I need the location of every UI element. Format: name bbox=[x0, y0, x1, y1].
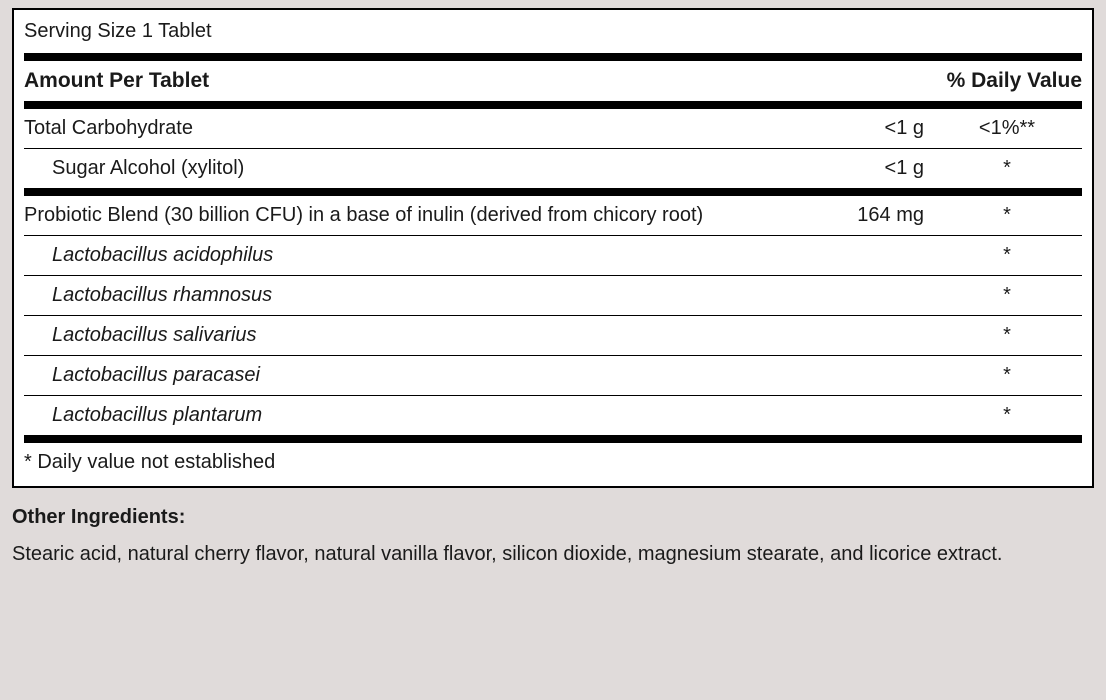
footnote: * Daily value not established bbox=[24, 443, 1082, 476]
serving-size: Serving Size 1 Tablet bbox=[24, 16, 1082, 53]
row-daily-value: * bbox=[932, 244, 1082, 267]
row-name: Lactobacillus plantarum bbox=[24, 404, 822, 427]
row-daily-value: * bbox=[932, 404, 1082, 427]
row-amount: <1 g bbox=[822, 117, 932, 140]
other-ingredients-text: Stearic acid, natural cherry flavor, nat… bbox=[12, 543, 1094, 566]
table-row: Sugar Alcohol (xylitol)<1 g* bbox=[24, 149, 1082, 188]
column-header-row: Amount Per Tablet % Daily Value bbox=[24, 61, 1082, 101]
row-daily-value: * bbox=[932, 284, 1082, 307]
other-ingredients: Other Ingredients: Stearic acid, natural… bbox=[12, 506, 1094, 566]
rule-thick bbox=[24, 435, 1082, 443]
row-name: Lactobacillus salivarius bbox=[24, 324, 822, 347]
table-row: Lactobacillus paracasei * bbox=[24, 356, 1082, 395]
nutrition-panel: Serving Size 1 Tablet Amount Per Tablet … bbox=[12, 8, 1094, 488]
rule-thick bbox=[24, 53, 1082, 61]
table-row: Lactobacillus rhamnosus * bbox=[24, 276, 1082, 315]
row-amount: 164 mg bbox=[822, 204, 932, 227]
row-name: Lactobacillus acidophilus bbox=[24, 244, 822, 267]
row-daily-value: * bbox=[932, 204, 1082, 227]
row-daily-value: <1%** bbox=[932, 117, 1082, 140]
row-name: Lactobacillus paracasei bbox=[24, 364, 822, 387]
table-row: Probiotic Blend (30 billion CFU) in a ba… bbox=[24, 196, 1082, 235]
row-amount: <1 g bbox=[822, 157, 932, 180]
header-daily-value: % Daily Value bbox=[932, 69, 1082, 93]
table-row: Lactobacillus plantarum * bbox=[24, 396, 1082, 435]
table-row: Total Carbohydrate<1 g<1%** bbox=[24, 109, 1082, 148]
row-name: Total Carbohydrate bbox=[24, 117, 822, 140]
header-amount-per: Amount Per Tablet bbox=[24, 69, 822, 93]
row-name: Sugar Alcohol (xylitol) bbox=[24, 157, 822, 180]
table-row: Lactobacillus salivarius * bbox=[24, 316, 1082, 355]
row-name: Lactobacillus rhamnosus bbox=[24, 284, 822, 307]
row-name: Probiotic Blend (30 billion CFU) in a ba… bbox=[24, 204, 822, 227]
row-daily-value: * bbox=[932, 324, 1082, 347]
row-daily-value: * bbox=[932, 364, 1082, 387]
rows-host: Total Carbohydrate<1 g<1%**Sugar Alcohol… bbox=[24, 109, 1082, 435]
row-daily-value: * bbox=[932, 157, 1082, 180]
rule-thick bbox=[24, 101, 1082, 109]
rule-thick bbox=[24, 188, 1082, 196]
table-row: Lactobacillus acidophilus * bbox=[24, 236, 1082, 275]
other-ingredients-label: Other Ingredients: bbox=[12, 506, 1094, 529]
